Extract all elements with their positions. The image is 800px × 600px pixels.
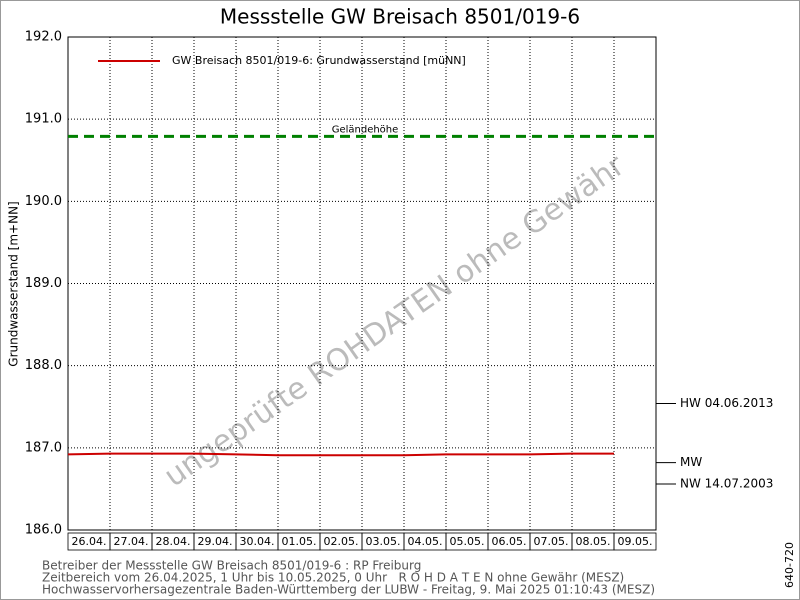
x-tick-label: 30.04. — [240, 535, 275, 548]
footer-line: Zeitbereich vom 26.04.2025, 1 Uhr bis 10… — [42, 571, 624, 585]
marker-label: MW — [680, 455, 702, 469]
legend-label: GW Breisach 8501/019-6: Grundwasserstand… — [172, 54, 466, 67]
x-tick-label: 29.04. — [198, 535, 233, 548]
y-tick-label: 192.0 — [25, 30, 62, 45]
y-tick-label: 186.0 — [25, 523, 62, 538]
x-tick-label: 01.05. — [282, 535, 317, 548]
x-tick-label: 08.05. — [576, 535, 611, 548]
x-tick-label: 04.05. — [408, 535, 443, 548]
x-tick-label: 28.04. — [156, 535, 191, 548]
x-tick-label: 06.05. — [492, 535, 527, 548]
marker-label: HW 04.06.2013 — [680, 396, 773, 410]
plot-frame — [67, 36, 657, 531]
marker-label: NW 14.07.2003 — [680, 476, 773, 490]
reference-label: Geländehöhe — [332, 124, 399, 135]
x-tick-label: 09.05. — [618, 535, 653, 548]
side-note: 640-720 — [783, 542, 796, 588]
x-tick-label: 26.04. — [72, 535, 107, 548]
x-tick-label: 02.05. — [324, 535, 359, 548]
data-line — [67, 452, 614, 457]
y-tick-label: 191.0 — [25, 112, 62, 127]
y-tick-label: 190.0 — [25, 194, 62, 209]
date-box — [613, 532, 657, 551]
x-tick-label: 27.04. — [114, 535, 149, 548]
footer-line: Hochwasservorhersagezentrale Baden-Württ… — [42, 583, 655, 597]
chart-title: Messstelle GW Breisach 8501/019-6 — [220, 5, 580, 29]
y-tick-label: 187.0 — [25, 440, 62, 455]
footer-line: Betreiber der Messstelle GW Breisach 850… — [42, 559, 421, 573]
y-tick-label: 188.0 — [25, 358, 62, 373]
y-tick-label: 189.0 — [25, 276, 62, 291]
x-tick-label: 05.05. — [450, 535, 485, 548]
y-axis-label: Grundwasserstand [m+NN] — [7, 201, 21, 366]
x-tick-label: 07.05. — [534, 535, 569, 548]
x-tick-label: 03.05. — [366, 535, 401, 548]
